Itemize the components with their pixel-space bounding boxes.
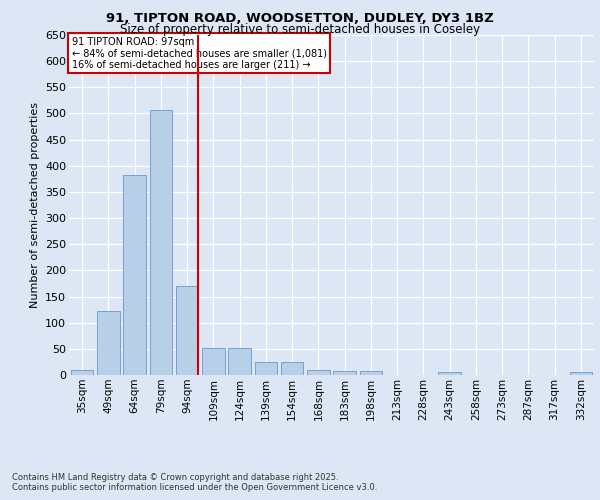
Bar xyxy=(229,348,251,375)
Bar xyxy=(255,362,277,375)
Bar xyxy=(307,370,329,375)
Bar xyxy=(124,174,146,375)
Bar xyxy=(150,110,172,375)
Text: Contains HM Land Registry data © Crown copyright and database right 2025.: Contains HM Land Registry data © Crown c… xyxy=(12,472,338,482)
Bar xyxy=(97,311,119,375)
Bar xyxy=(439,372,461,375)
Text: 91 TIPTON ROAD: 97sqm
← 84% of semi-detached houses are smaller (1,081)
16% of s: 91 TIPTON ROAD: 97sqm ← 84% of semi-deta… xyxy=(71,36,326,70)
Bar xyxy=(71,370,93,375)
Bar xyxy=(570,372,592,375)
Bar xyxy=(202,348,224,375)
Text: Size of property relative to semi-detached houses in Coseley: Size of property relative to semi-detach… xyxy=(120,22,480,36)
Y-axis label: Number of semi-detached properties: Number of semi-detached properties xyxy=(29,102,40,308)
Bar xyxy=(360,372,382,375)
Bar xyxy=(334,372,356,375)
Bar xyxy=(281,362,303,375)
Text: 91, TIPTON ROAD, WOODSETTON, DUDLEY, DY3 1BZ: 91, TIPTON ROAD, WOODSETTON, DUDLEY, DY3… xyxy=(106,12,494,26)
Bar xyxy=(176,286,198,375)
Text: Contains public sector information licensed under the Open Government Licence v3: Contains public sector information licen… xyxy=(12,482,377,492)
